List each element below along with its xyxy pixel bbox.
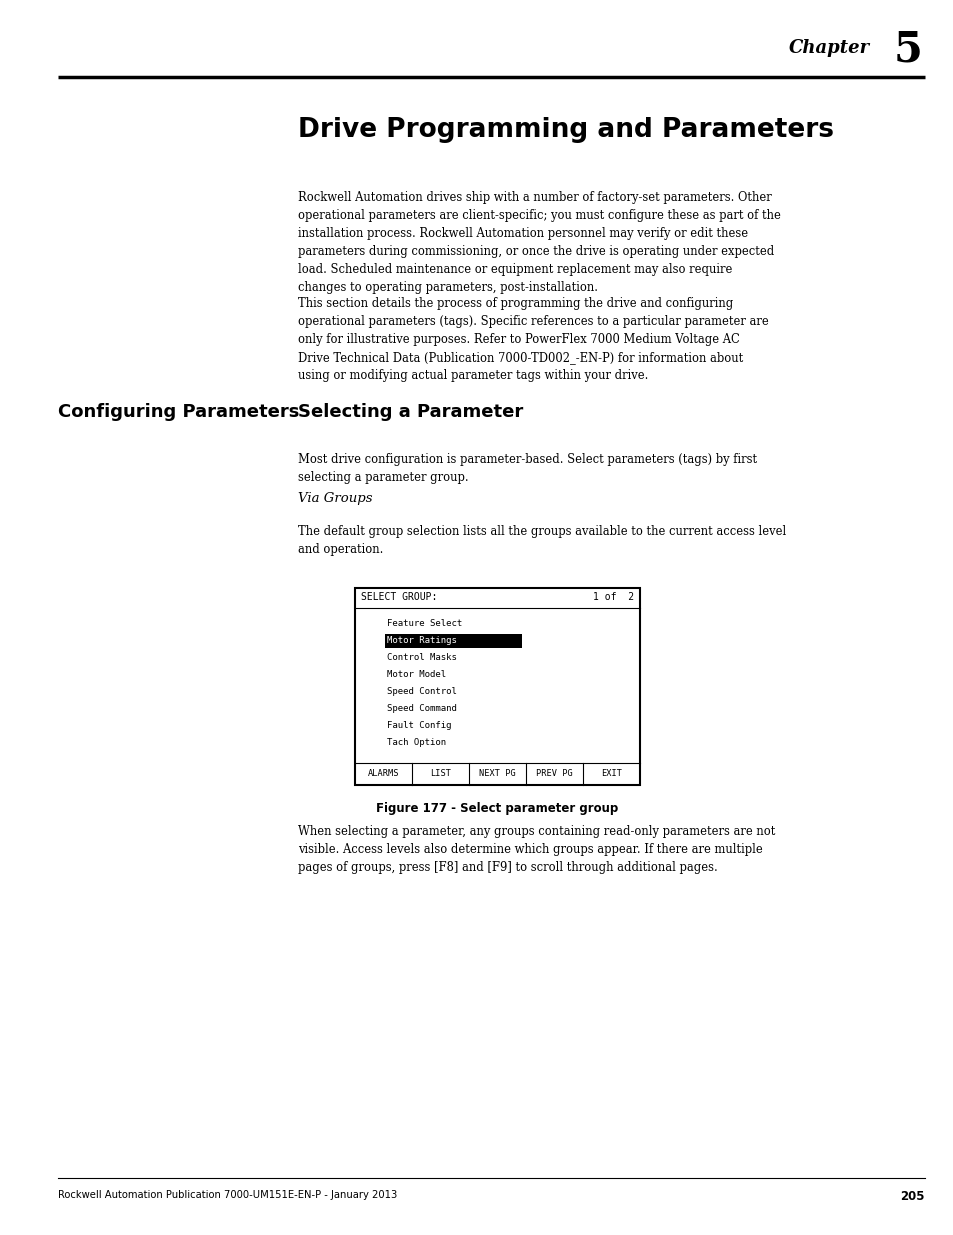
Text: Via Groups: Via Groups [297,492,372,505]
Text: Feature Select: Feature Select [387,620,462,629]
Text: Figure 177 - Select parameter group: Figure 177 - Select parameter group [376,802,618,815]
Text: Speed Control: Speed Control [387,687,456,697]
Text: Most drive configuration is parameter-based. Select parameters (tags) by first
s: Most drive configuration is parameter-ba… [297,453,757,484]
Text: Rockwell Automation drives ship with a number of factory-set parameters. Other
o: Rockwell Automation drives ship with a n… [297,191,781,294]
Text: 205: 205 [900,1191,924,1203]
Text: ALARMS: ALARMS [367,769,399,778]
Text: Fault Config: Fault Config [387,721,451,730]
Text: Configuring Parameters: Configuring Parameters [58,403,299,421]
Text: Speed Command: Speed Command [387,704,456,713]
Text: LIST: LIST [430,769,451,778]
Text: Rockwell Automation Publication 7000-UM151E-EN-P - January 2013: Rockwell Automation Publication 7000-UM1… [58,1191,396,1200]
Text: 5: 5 [892,28,921,70]
Text: EXIT: EXIT [600,769,621,778]
Text: Selecting a Parameter: Selecting a Parameter [297,403,522,421]
Text: The default group selection lists all the groups available to the current access: The default group selection lists all th… [297,525,785,556]
Text: When selecting a parameter, any groups containing read-only parameters are not
v: When selecting a parameter, any groups c… [297,825,775,874]
Text: Motor Ratings: Motor Ratings [387,636,456,646]
Text: This section details the process of programming the drive and configuring
operat: This section details the process of prog… [297,296,768,382]
Text: Drive Programming and Parameters: Drive Programming and Parameters [297,117,833,143]
Text: Chapter: Chapter [788,40,869,57]
Text: PREV PG: PREV PG [536,769,572,778]
Text: Control Masks: Control Masks [387,653,456,662]
Text: 1 of  2: 1 of 2 [592,592,634,601]
Bar [355,588,639,785]
Text: NEXT PG: NEXT PG [478,769,516,778]
Text: Motor Model: Motor Model [387,671,446,679]
Text: SELECT GROUP:: SELECT GROUP: [360,592,436,601]
Text: Tach Option: Tach Option [387,737,446,747]
Bar [385,634,521,648]
